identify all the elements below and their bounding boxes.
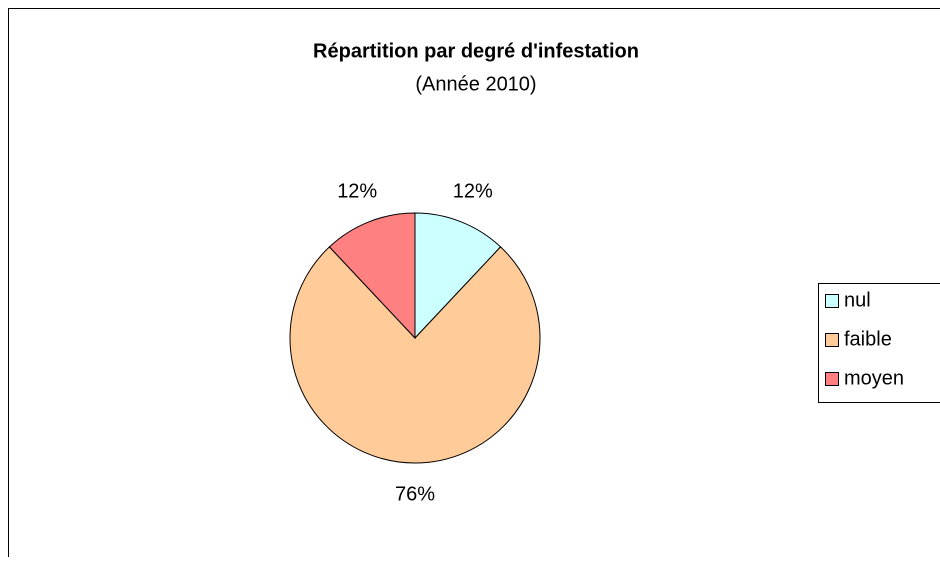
data-label: 76% [395, 483, 435, 505]
data-label: 12% [337, 180, 377, 202]
chart-subtitle: (Année 2010) [415, 73, 536, 95]
legend-label: nul [844, 289, 871, 311]
legend-swatch [826, 295, 839, 308]
chart-title: Répartition par degré d'infestation [313, 40, 639, 62]
legend-swatch [826, 373, 839, 386]
legend-label: moyen [844, 367, 904, 389]
legend-swatch [826, 334, 839, 347]
data-label: 12% [453, 180, 493, 202]
legend-label: faible [844, 328, 892, 350]
